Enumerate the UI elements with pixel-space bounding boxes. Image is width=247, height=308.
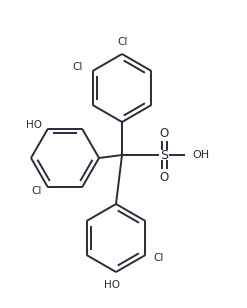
Text: Cl: Cl <box>32 186 42 197</box>
Text: Cl: Cl <box>153 253 164 263</box>
Text: OH: OH <box>192 150 209 160</box>
Text: HO: HO <box>104 280 120 290</box>
Text: HO: HO <box>26 120 42 130</box>
Text: Cl: Cl <box>72 62 82 72</box>
Text: O: O <box>159 171 169 184</box>
Text: O: O <box>159 127 169 140</box>
Text: S: S <box>160 148 168 161</box>
Text: Cl: Cl <box>118 37 128 47</box>
